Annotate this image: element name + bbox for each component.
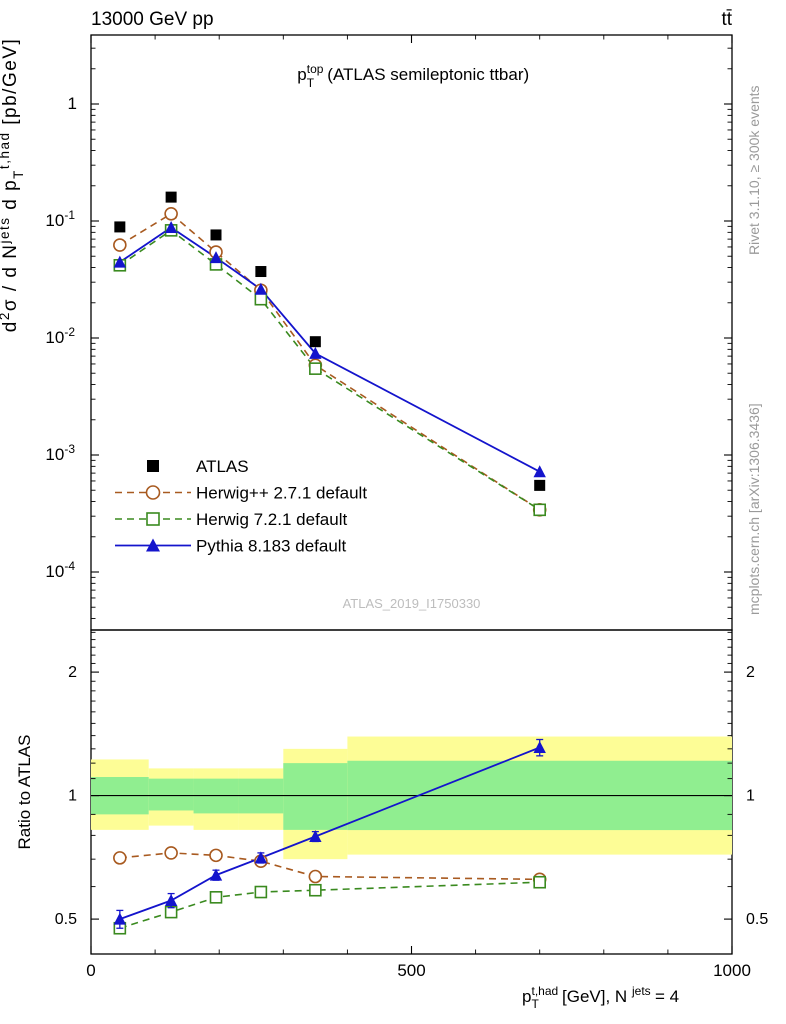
svg-text:mcplots.cern.ch [arXiv:1306.34: mcplots.cern.ch [arXiv:1306.3436] [746,403,762,615]
svg-text:0.5: 0.5 [746,911,768,928]
svg-text:ATLAS_2019_I1750330: ATLAS_2019_I1750330 [343,596,481,611]
svg-text:= 4: = 4 [655,987,679,1006]
svg-text:(ATLAS semileptonic ttbar): (ATLAS semileptonic ttbar) [327,65,529,84]
svg-text:top: top [307,62,324,76]
svg-text:T: T [532,997,540,1011]
svg-text:tt̄: tt̄ [721,9,732,30]
svg-text:1: 1 [68,788,77,805]
svg-text:500: 500 [397,961,425,980]
svg-text:0: 0 [86,961,95,980]
svg-text:T: T [307,76,315,90]
svg-text:2: 2 [68,664,77,681]
svg-text:Ratio to ATLAS: Ratio to ATLAS [15,735,34,850]
svg-text:1: 1 [746,788,755,805]
svg-text:p: p [522,987,531,1006]
svg-text:[GeV], N: [GeV], N [562,987,627,1006]
svg-text:t,had: t,had [532,984,559,998]
svg-text:1: 1 [68,94,77,113]
svg-text:ATLAS: ATLAS [196,457,249,476]
svg-text:2: 2 [746,664,755,681]
svg-text:Rivet 3.1.10, ≥ 300k events: Rivet 3.1.10, ≥ 300k events [746,85,762,255]
svg-text:Herwig 7.2.1 default: Herwig 7.2.1 default [196,510,347,529]
svg-text:13000 GeV pp: 13000 GeV pp [91,9,214,30]
svg-text:1000: 1000 [713,961,751,980]
svg-text:jets: jets [631,984,651,998]
svg-text:Pythia 8.183 default: Pythia 8.183 default [196,537,347,556]
svg-text:p: p [297,65,306,84]
svg-text:0.5: 0.5 [55,911,77,928]
svg-text:Herwig++ 2.7.1 default: Herwig++ 2.7.1 default [196,484,367,503]
